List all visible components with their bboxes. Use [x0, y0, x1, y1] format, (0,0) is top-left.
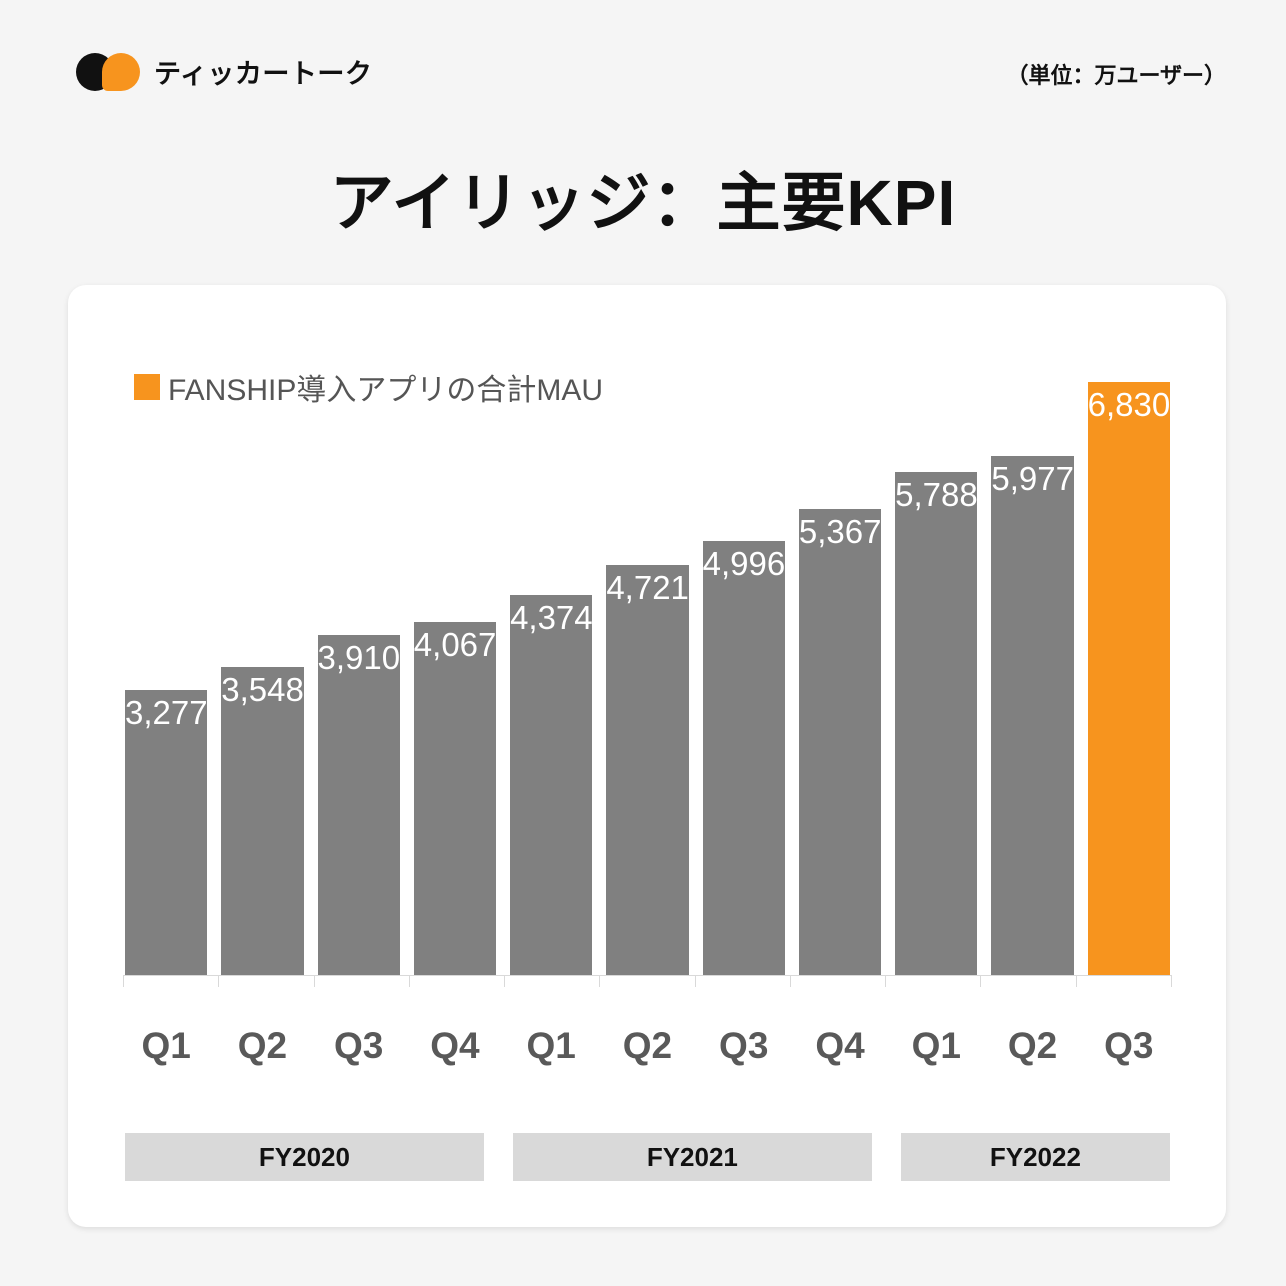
x-axis-label: Q2: [1007, 1025, 1058, 1066]
bar-series: 3,277 3,548 3,910 4,067 4,374 4,721 4,996 5,367…: [125, 315, 1170, 975]
axis-tick: [1075, 975, 1077, 987]
logo-circle-orange: [102, 52, 140, 91]
x-axis-labels: Q1 Q2 Q3 Q4 Q1 Q2 Q3 Q4 Q1 Q2 Q3: [125, 1025, 1170, 1067]
axis-tick: [599, 975, 601, 987]
axis-tick: [694, 975, 696, 987]
bar-value-label: 4,374: [510, 599, 593, 637]
legend-label: FANSHIP導入アプリの合計MAU: [168, 374, 604, 407]
x-axis-label: Q1: [911, 1025, 961, 1066]
bar-column: 4,996: [702, 315, 786, 975]
bar: 3,910: [317, 635, 401, 975]
fiscal-year-bands: FY2020 FY2021 FY2022: [125, 1133, 1170, 1181]
bar-column: 5,977: [991, 315, 1074, 975]
x-axis-label: Q4: [815, 1025, 865, 1066]
x-axis-label: Q3: [1104, 1025, 1154, 1066]
bar-value-label: 3,548: [221, 670, 304, 708]
bar: 6,830: [1087, 381, 1171, 975]
fiscal-year-band: FY2021: [512, 1133, 872, 1181]
x-axis-label: Q1: [141, 1025, 191, 1066]
bar: 3,548: [221, 666, 304, 975]
brand: ティッカートーク: [76, 52, 372, 91]
x-axis-label: Q2: [622, 1025, 673, 1066]
bar-value-label: 3,277: [125, 694, 208, 732]
bar-value-label: 5,977: [991, 459, 1074, 497]
axis-tick: [408, 975, 410, 987]
bar-column: 4,067: [413, 315, 497, 975]
bar: 5,367: [798, 508, 882, 975]
speech-bubble-logo-icon: [76, 52, 140, 91]
x-axis-label: Q2: [237, 1025, 288, 1066]
legend-swatch-icon: [134, 374, 160, 400]
axis-tick: [218, 975, 220, 987]
bar: 4,996: [702, 541, 786, 975]
axis-tick: [885, 975, 887, 987]
bar-column: 3,277: [125, 315, 208, 975]
unit-note: （単位：万ユーザー）: [1006, 63, 1226, 88]
bar-column: 4,374: [510, 315, 593, 975]
x-axis-label: Q3: [719, 1025, 769, 1066]
bar-value-label: 4,996: [702, 545, 786, 583]
bar-column: 3,548: [221, 315, 304, 975]
bar: 4,721: [606, 565, 689, 975]
axis-tick: [980, 975, 982, 987]
fiscal-year-band: FY2020: [125, 1133, 484, 1181]
page-title: アイリッジ：主要KPI: [329, 167, 957, 239]
bar-column: 4,721: [606, 315, 689, 975]
bar-column: 6,830: [1087, 315, 1171, 975]
chart-card: FANSHIP導入アプリの合計MAU 3,277 3,548 3,910 4,067 4…: [68, 285, 1226, 1227]
plot-area: 3,277 3,548 3,910 4,067 4,374 4,721 4,996 5,367…: [125, 315, 1170, 975]
bar: 5,788: [895, 472, 978, 975]
x-axis-label: Q3: [333, 1025, 384, 1066]
axis-ticks: [123, 975, 1172, 987]
chart-legend: FANSHIP導入アプリの合計MAU: [134, 365, 603, 409]
x-axis-label: Q4: [430, 1025, 480, 1066]
axis-baseline: [123, 975, 1172, 976]
x-axis-label: Q1: [526, 1025, 576, 1066]
axis-tick: [504, 975, 506, 987]
bar-value-label: 5,788: [895, 476, 978, 514]
bar-value-label: 6,830: [1087, 385, 1171, 423]
axis-tick: [1171, 975, 1172, 987]
bar-column: 5,788: [895, 315, 978, 975]
bar: 4,374: [510, 595, 593, 975]
bar: 5,977: [991, 455, 1074, 975]
bar-value-label: 4,721: [606, 569, 689, 607]
axis-tick: [789, 975, 791, 987]
bar: 4,067: [413, 621, 497, 975]
bar-column: 5,367: [798, 315, 882, 975]
bar-value-label: 3,910: [317, 639, 401, 677]
axis-tick: [123, 975, 124, 987]
bar-value-label: 4,067: [413, 625, 497, 663]
bar-column: 3,910: [317, 315, 401, 975]
brand-name: ティッカートーク: [154, 59, 373, 89]
fiscal-year-band: FY2022: [900, 1133, 1170, 1181]
bar: 3,277: [125, 690, 208, 975]
bar-value-label: 5,367: [798, 512, 882, 550]
axis-tick: [313, 975, 315, 987]
page-header: ティッカートーク （単位：万ユーザー）: [0, 0, 1286, 140]
